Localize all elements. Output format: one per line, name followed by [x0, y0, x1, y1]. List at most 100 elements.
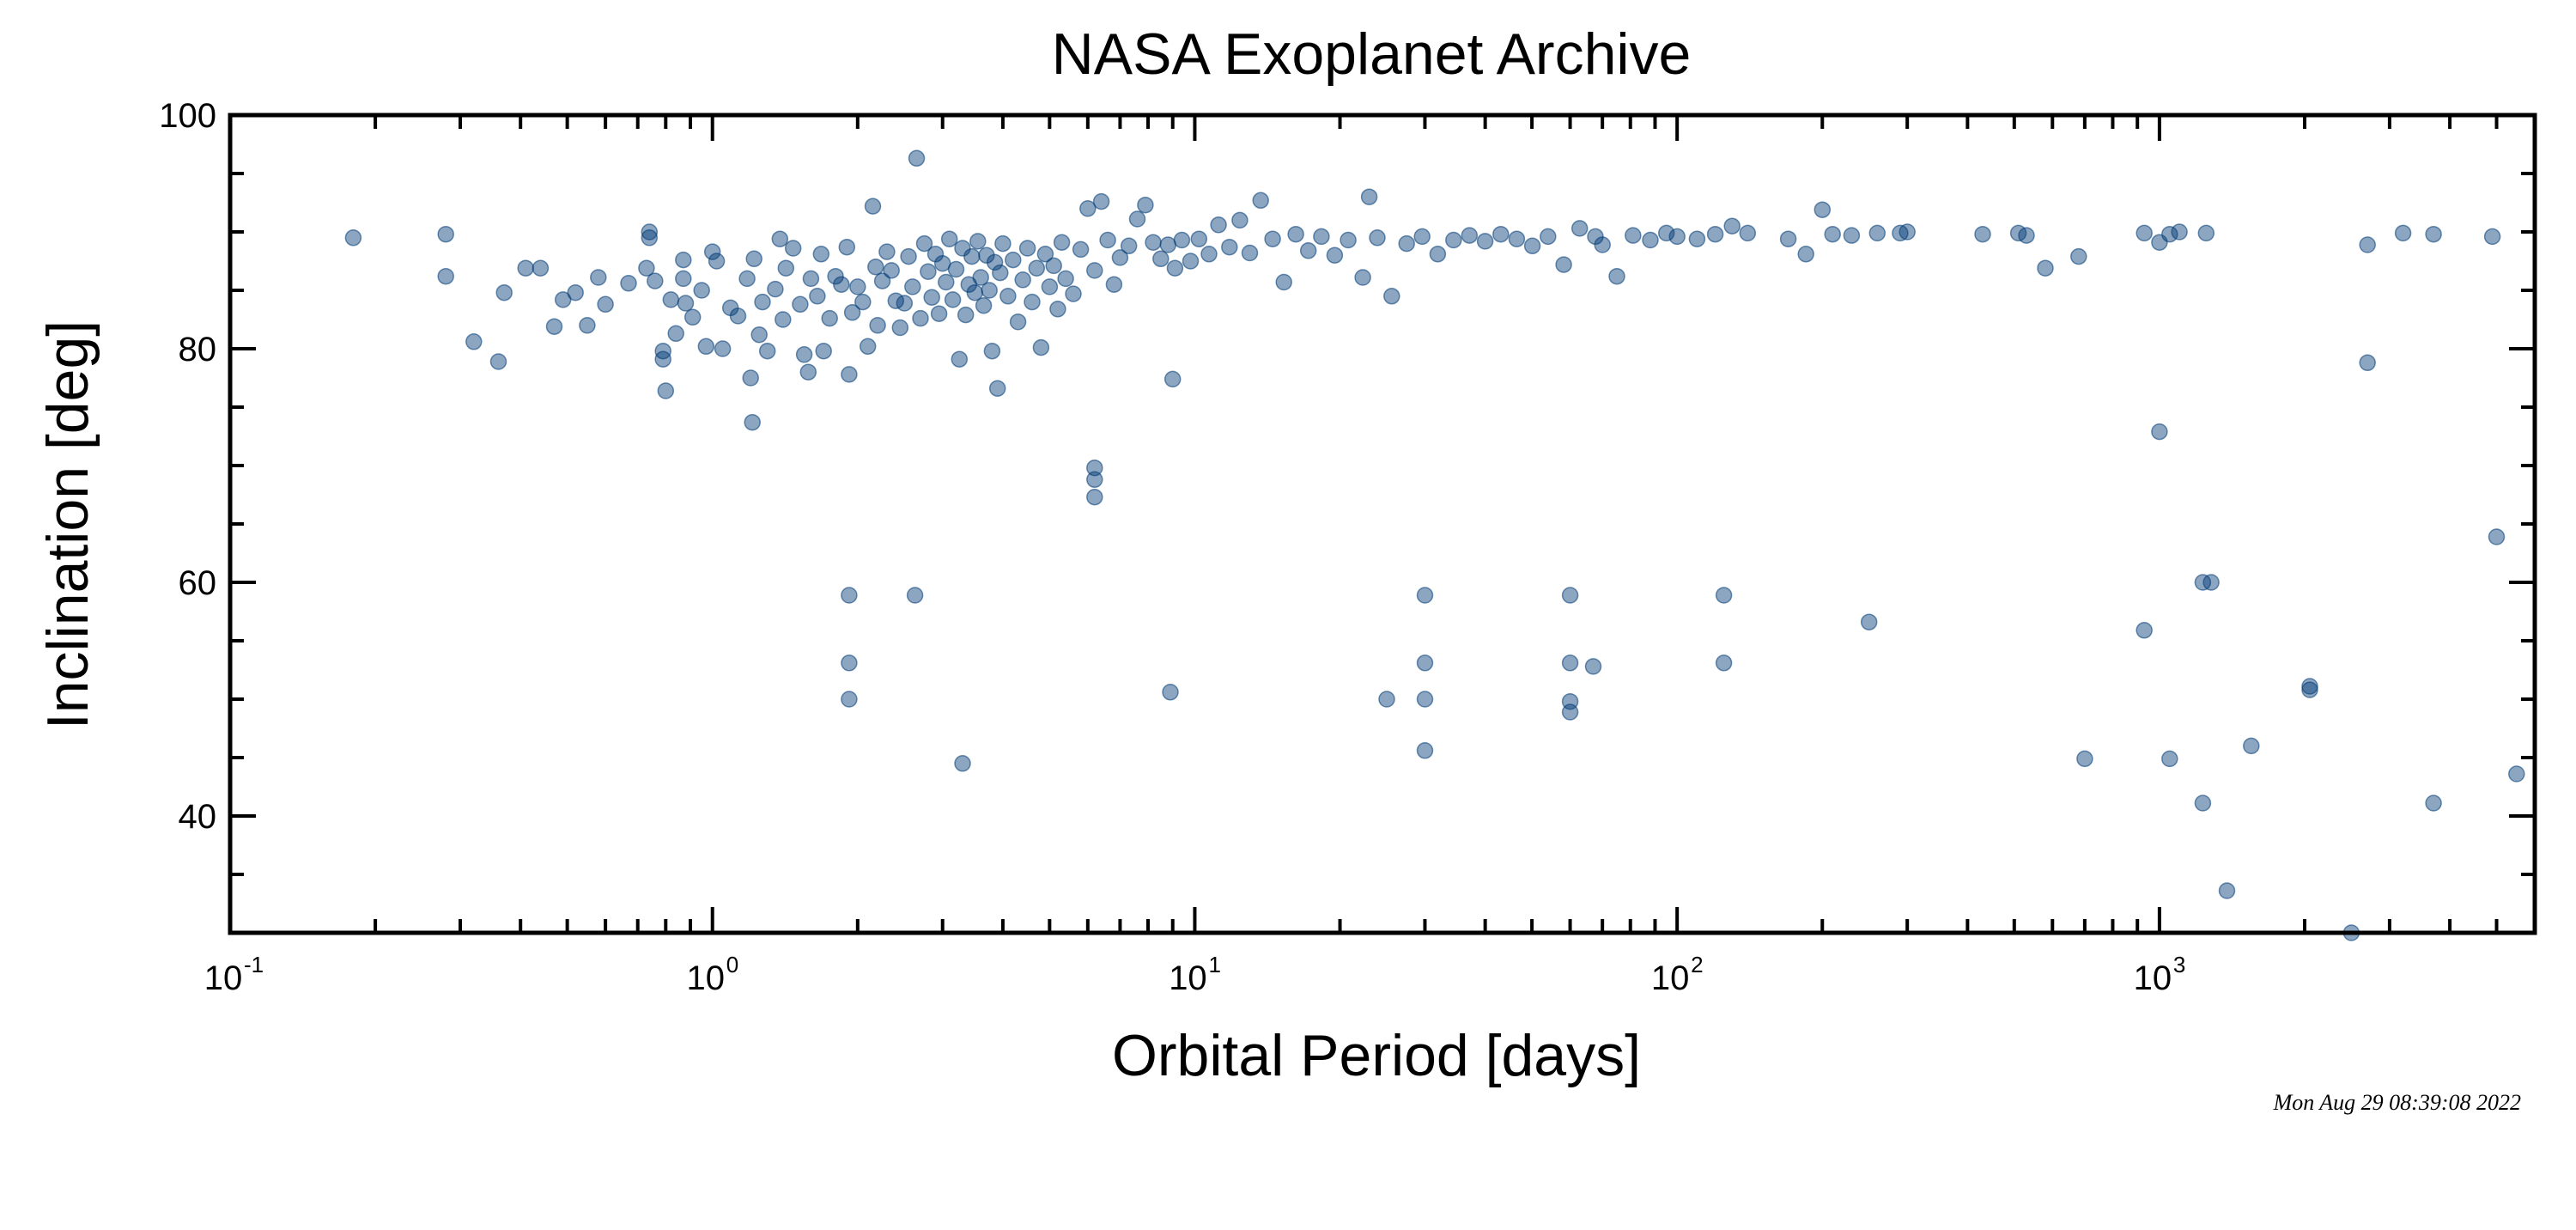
data-point — [1049, 301, 1066, 318]
data-point — [1326, 247, 1344, 264]
data-point — [1200, 246, 1218, 263]
data-point — [994, 234, 1012, 253]
x-tick-label: 10 -1 — [204, 952, 264, 997]
data-point — [1128, 210, 1146, 228]
data-point — [983, 342, 1001, 360]
data-point — [750, 326, 768, 344]
data-point — [969, 233, 987, 250]
data-point — [1715, 587, 1733, 604]
data-point — [954, 755, 971, 772]
data-point — [1190, 230, 1208, 247]
data-point — [812, 246, 830, 263]
data-point — [843, 304, 861, 321]
data-point — [1036, 246, 1054, 263]
data-point — [1688, 230, 1706, 247]
data-point — [900, 247, 917, 265]
data-point — [1163, 370, 1182, 388]
data-point — [745, 250, 762, 268]
data-point — [1608, 267, 1625, 285]
data-point — [864, 198, 882, 215]
data-point — [802, 270, 820, 288]
y-axis-label: Inclination [deg] — [35, 320, 100, 729]
data-point — [869, 317, 886, 334]
data-point — [1974, 225, 1991, 243]
data-point — [1057, 270, 1074, 288]
data-points — [344, 149, 2525, 941]
data-point — [799, 363, 817, 381]
data-point — [841, 691, 858, 708]
data-point — [841, 655, 858, 672]
data-point — [647, 272, 664, 289]
data-point — [827, 267, 844, 285]
data-point — [1843, 227, 1861, 244]
data-point — [1032, 338, 1050, 356]
data-point — [708, 253, 726, 270]
data-point — [1561, 655, 1579, 672]
data-point — [638, 259, 655, 277]
data-point — [1099, 231, 1116, 249]
x-tick-label: 10 0 — [686, 952, 738, 997]
data-point — [667, 325, 684, 343]
data-point — [1625, 227, 1642, 244]
x-tick-base: 10 — [1651, 959, 1690, 997]
data-point — [703, 243, 721, 260]
data-point — [938, 273, 955, 291]
x-tick-label: 10 1 — [1169, 952, 1221, 997]
data-point — [2070, 247, 2087, 265]
y-tick-label: 100 — [159, 97, 216, 135]
data-point — [1014, 271, 1031, 289]
data-point — [2194, 795, 2212, 812]
data-point — [1429, 246, 1447, 263]
data-point — [1041, 278, 1059, 295]
data-point — [1145, 234, 1162, 251]
data-point — [597, 295, 614, 314]
data-point — [891, 319, 909, 337]
data-point — [867, 259, 884, 276]
data-point — [738, 270, 756, 288]
data-point — [1287, 225, 1304, 243]
data-point — [1476, 233, 1494, 250]
data-point — [1779, 230, 1797, 247]
data-point — [896, 295, 914, 312]
y-tick-label: 60 — [179, 564, 217, 602]
data-point — [1416, 655, 1434, 672]
data-point — [999, 288, 1017, 305]
data-point — [1299, 242, 1317, 259]
x-tick-exponent: 0 — [726, 952, 738, 977]
data-point — [1657, 224, 1675, 242]
x-tick-label: 10 3 — [2134, 952, 2186, 997]
data-point — [986, 253, 1004, 271]
data-point — [1137, 196, 1154, 214]
data-point — [675, 270, 692, 288]
data-point — [729, 308, 747, 325]
data-point — [940, 230, 958, 247]
data-point — [854, 293, 872, 311]
data-point — [775, 311, 792, 328]
data-point — [641, 229, 659, 247]
data-point — [1378, 691, 1395, 708]
data-point — [1053, 234, 1071, 251]
data-point — [1739, 224, 1757, 242]
data-point — [1241, 244, 1259, 262]
data-point — [975, 296, 993, 314]
data-point — [815, 342, 832, 360]
data-point — [1360, 188, 1378, 205]
data-point — [1814, 201, 1832, 218]
x-tick-exponent: 2 — [1691, 952, 1703, 977]
data-point — [992, 264, 1009, 282]
data-point — [1086, 488, 1103, 506]
data-point — [1072, 241, 1090, 259]
data-point — [1162, 684, 1179, 701]
data-point — [545, 318, 563, 335]
data-point — [1120, 237, 1138, 255]
data-point — [2483, 228, 2501, 246]
data-point — [2488, 528, 2506, 545]
data-point — [784, 240, 802, 257]
data-point — [1009, 313, 1027, 331]
data-point — [1706, 225, 1724, 243]
data-point — [2202, 574, 2220, 591]
x-tick-exponent: 3 — [2173, 952, 2185, 977]
data-point — [923, 289, 940, 306]
data-point — [795, 346, 813, 363]
